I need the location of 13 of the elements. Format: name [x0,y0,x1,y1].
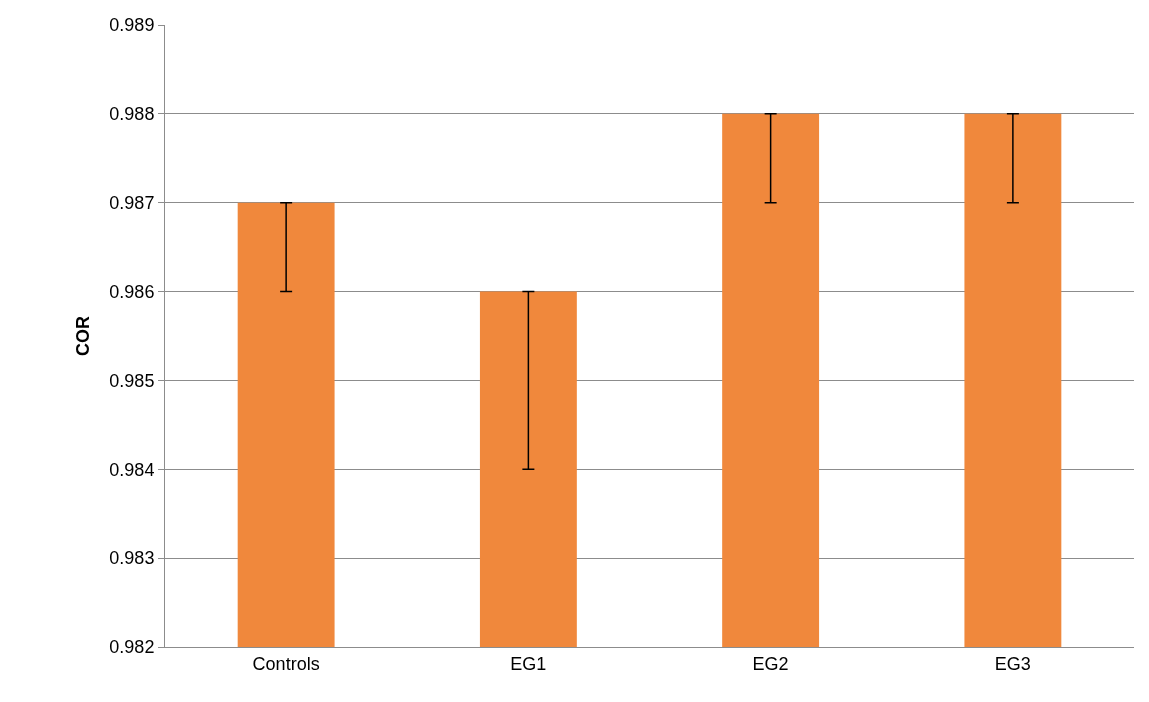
x-tick-label: EG2 [752,653,789,674]
x-tick-label: Controls [252,653,320,674]
y-tick-label: 0.989 [109,15,155,36]
y-tick-label: 0.988 [109,104,155,125]
x-tick-label: EG1 [510,653,547,674]
y-tick-label: 0.984 [109,459,155,480]
y-tick-label: 0.985 [109,370,155,391]
y-tick-label: 0.983 [109,548,155,569]
y-tick-label: 0.987 [109,193,155,214]
x-tick-label: EG3 [994,653,1031,674]
y-tick-label: 0.982 [109,637,155,658]
y-tick-label: 0.986 [109,281,155,302]
y-axis-title: COR [72,316,93,356]
